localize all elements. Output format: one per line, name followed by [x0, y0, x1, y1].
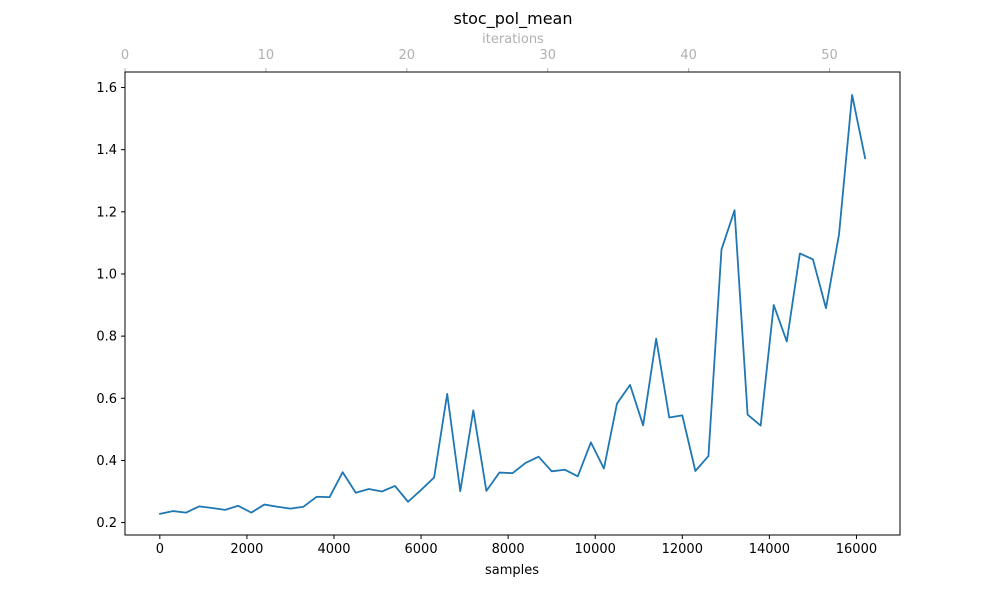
- y-tick-label: 1.4: [96, 143, 117, 158]
- chart-title: stoc_pol_mean: [454, 9, 573, 29]
- x-tick-label: 16000: [836, 542, 877, 557]
- x-tick-label: 0: [156, 542, 164, 557]
- y-tick-label: 0.8: [96, 330, 117, 345]
- top-tick-label: 50: [821, 48, 838, 63]
- top-tick-label: 0: [121, 48, 129, 63]
- y-tick-label: 0.2: [96, 516, 117, 531]
- x-axis-ticks: 0 2000 4000 6000 8000 10000 12000 14000 16000: [156, 535, 877, 557]
- x-axis-label: samples: [485, 563, 539, 578]
- y-tick-label: 1.0: [96, 267, 117, 282]
- y-tick-label: 1.2: [96, 205, 117, 220]
- x-tick-label: 10000: [575, 542, 616, 557]
- x-tick-label: 8000: [492, 542, 525, 557]
- top-tick-label: 20: [399, 48, 416, 63]
- x-tick-label: 4000: [317, 542, 350, 557]
- x-tick-label: 2000: [230, 542, 263, 557]
- top-axis-ticks: 0 10 20 30 40 50: [121, 48, 838, 72]
- y-tick-label: 0.4: [96, 454, 117, 469]
- top-tick-label: 30: [539, 48, 556, 63]
- top-tick-label: 10: [258, 48, 275, 63]
- plot-area: [124, 71, 901, 536]
- y-axis-ticks: 0.2 0.4 0.6 0.8 1.0 1.2 1.4 1.6: [96, 81, 125, 531]
- y-tick-label: 0.6: [96, 392, 117, 407]
- top-axis-label: iterations: [482, 32, 544, 47]
- series-line: [158, 94, 867, 515]
- x-tick-label: 14000: [749, 542, 790, 557]
- top-tick-label: 40: [680, 48, 697, 63]
- series-layer: [158, 94, 867, 515]
- y-tick-label: 1.6: [96, 81, 117, 96]
- x-tick-label: 12000: [662, 542, 703, 557]
- x-tick-label: 6000: [405, 542, 438, 557]
